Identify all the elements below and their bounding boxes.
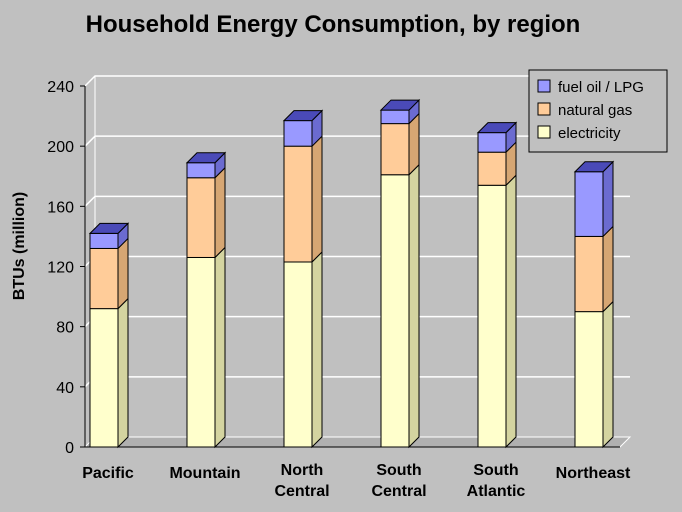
bar-segment bbox=[574, 171, 604, 237]
bars bbox=[88, 98, 615, 449]
bar-top-cap bbox=[282, 110, 324, 122]
x-category-label: Central bbox=[274, 483, 329, 500]
bar-stack bbox=[185, 151, 227, 449]
y-tick-label: 40 bbox=[56, 380, 74, 397]
y-axis-label: BTUs (million) bbox=[11, 192, 28, 300]
legend-swatch bbox=[537, 125, 551, 139]
x-category-label: Mountain bbox=[169, 465, 240, 482]
bar-stack bbox=[282, 109, 324, 449]
gridline bbox=[84, 315, 630, 328]
bar-segment-side bbox=[214, 166, 226, 259]
bar-stack bbox=[88, 222, 130, 449]
bar-segment-side bbox=[117, 297, 129, 449]
bar-segment-side bbox=[505, 174, 517, 449]
x-category-label: Pacific bbox=[82, 465, 134, 482]
bar-segment bbox=[186, 256, 216, 448]
bar-top-cap bbox=[573, 161, 615, 173]
legend-label: natural gas bbox=[558, 102, 632, 119]
bar-segment bbox=[283, 145, 313, 263]
y-tick-label: 120 bbox=[47, 260, 74, 277]
bar-segment bbox=[380, 174, 410, 448]
bar-segment bbox=[283, 120, 313, 147]
bar-segment-side bbox=[117, 237, 129, 310]
y-tick-label: 240 bbox=[47, 79, 74, 96]
bar-segment bbox=[283, 261, 313, 448]
x-category-label: Atlantic bbox=[467, 483, 526, 500]
bar-segment-side bbox=[602, 160, 614, 238]
bar-segment bbox=[477, 151, 507, 186]
legend-label: electricity bbox=[558, 125, 621, 142]
y-tick-label: 200 bbox=[47, 139, 74, 156]
bar-segment bbox=[89, 247, 119, 310]
y-tick-label: 80 bbox=[56, 320, 74, 337]
legend-box bbox=[528, 69, 668, 153]
gridline bbox=[84, 195, 630, 207]
x-category-label: South bbox=[473, 462, 518, 479]
gridline bbox=[84, 75, 630, 87]
legend-swatch bbox=[537, 102, 551, 116]
bar-segment-side bbox=[602, 300, 614, 449]
bar-segment bbox=[477, 184, 507, 448]
y-tick-label: 0 bbox=[65, 440, 74, 457]
bar-segment bbox=[380, 109, 410, 125]
bar-segment-side bbox=[408, 163, 420, 449]
y-tick-label: 160 bbox=[47, 199, 74, 216]
bar-stack bbox=[379, 98, 421, 449]
bar-segment bbox=[89, 308, 119, 448]
x-category-label: North bbox=[281, 462, 324, 479]
bar-top-cap bbox=[379, 99, 421, 111]
bar-top-cap bbox=[185, 152, 227, 164]
chart-title: Household Energy Consumption, by region bbox=[86, 11, 581, 38]
gridline bbox=[84, 255, 630, 268]
bar-segment bbox=[574, 235, 604, 313]
bar-segment bbox=[186, 177, 216, 258]
category-labels: Pacific Mountain North Central South Central S… bbox=[82, 462, 631, 500]
legend: fuel oil / LPG natural gas electricity bbox=[528, 69, 668, 153]
x-category-label: South bbox=[376, 462, 421, 479]
bar-segment-side bbox=[602, 225, 614, 313]
bar-segment bbox=[186, 162, 216, 179]
x-category-label: Central bbox=[371, 483, 426, 500]
legend-label: fuel oil / LPG bbox=[558, 79, 644, 96]
floor bbox=[83, 436, 632, 448]
bar-segment bbox=[477, 132, 507, 153]
bar-segment-side bbox=[214, 246, 226, 449]
gridline bbox=[84, 376, 630, 388]
bar-top-cap bbox=[88, 222, 130, 234]
axes: 0 40 80 120 160 200 240 bbox=[47, 79, 620, 457]
bar-segment-side bbox=[311, 250, 323, 449]
bar-segment bbox=[89, 232, 119, 249]
gridline bbox=[84, 135, 630, 147]
bar-segment-side bbox=[311, 134, 323, 264]
bar-stack bbox=[573, 160, 615, 449]
x-category-label: Northeast bbox=[556, 465, 631, 482]
bar-segment bbox=[380, 123, 410, 176]
bar-stack bbox=[476, 121, 518, 449]
bar-segment bbox=[574, 311, 604, 448]
legend-swatch bbox=[537, 79, 551, 93]
bar-top-cap bbox=[476, 122, 518, 134]
